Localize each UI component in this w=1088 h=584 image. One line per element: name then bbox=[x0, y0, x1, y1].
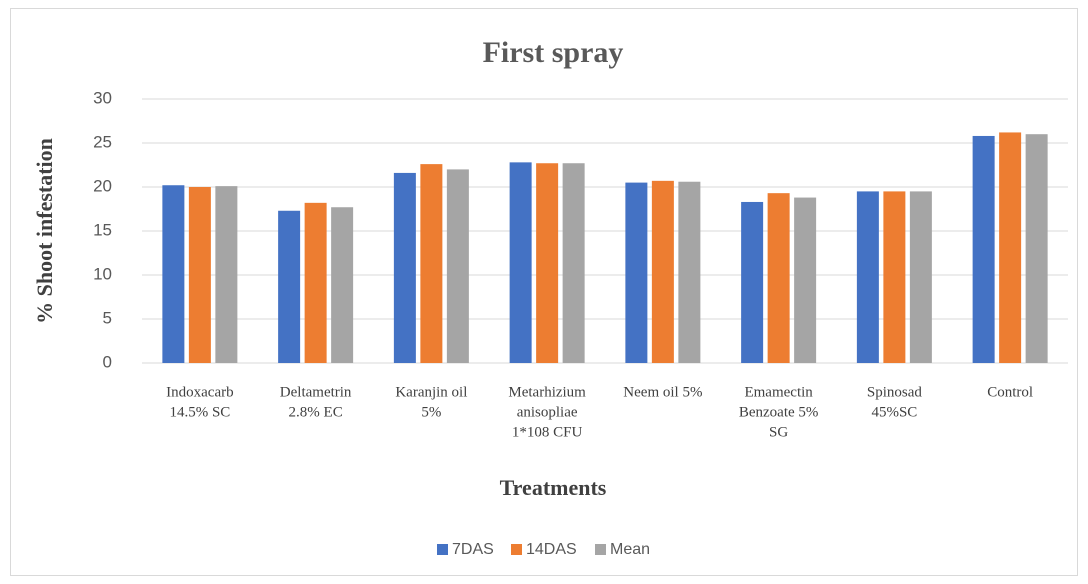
y-tick-label: 20 bbox=[93, 176, 112, 195]
bar bbox=[625, 182, 648, 363]
x-tick-label: SG bbox=[769, 424, 788, 440]
bar bbox=[651, 180, 674, 363]
y-tick-label: 30 bbox=[93, 88, 112, 107]
y-tick-label: 25 bbox=[93, 132, 112, 151]
bar bbox=[393, 172, 416, 363]
x-tick-label: Deltametrin bbox=[280, 384, 352, 400]
bar bbox=[972, 135, 995, 363]
legend-swatch bbox=[437, 544, 448, 555]
x-tick-label: 14.5% SC bbox=[169, 404, 230, 420]
bar bbox=[999, 132, 1022, 363]
legend-label: 14DAS bbox=[526, 541, 577, 558]
x-axis-label: Treatments bbox=[500, 475, 607, 500]
x-tick-label: 1*108 CFU bbox=[512, 424, 583, 440]
bar bbox=[883, 191, 906, 363]
bar bbox=[278, 210, 301, 363]
bar bbox=[420, 164, 443, 363]
bar bbox=[856, 191, 879, 363]
x-tick-label: Benzoate 5% bbox=[739, 404, 819, 420]
legend-label: Mean bbox=[610, 541, 650, 558]
y-tick-label: 10 bbox=[93, 264, 112, 283]
bar bbox=[678, 181, 701, 363]
x-tick-label: Emamectin bbox=[744, 384, 813, 400]
x-tick-label: Metarhizium bbox=[508, 384, 586, 400]
x-tick-label: Neem oil 5% bbox=[623, 384, 702, 400]
bar bbox=[1025, 134, 1048, 363]
y-tick-label: 15 bbox=[93, 220, 112, 239]
bar bbox=[767, 193, 790, 363]
bar bbox=[304, 202, 327, 363]
bar bbox=[562, 163, 585, 363]
y-axis-label: % Shoot infestation bbox=[32, 138, 57, 324]
bar bbox=[162, 185, 185, 363]
legend-swatch bbox=[511, 544, 522, 555]
x-tick-label: Control bbox=[987, 384, 1033, 400]
x-tick-label: 45%SC bbox=[871, 404, 917, 420]
x-tick-label: Karanjin oil bbox=[395, 384, 467, 400]
y-tick-label: 5 bbox=[103, 308, 112, 327]
bar bbox=[794, 197, 817, 363]
bar bbox=[909, 191, 932, 363]
bar bbox=[446, 169, 469, 363]
y-tick-label: 0 bbox=[103, 352, 112, 371]
x-tick-label: 5% bbox=[421, 404, 441, 420]
x-tick-label: anisopliae bbox=[517, 404, 578, 420]
bar bbox=[509, 162, 532, 363]
chart-title: First spray bbox=[483, 36, 624, 69]
bar bbox=[215, 186, 238, 363]
x-tick-label: 2.8% EC bbox=[289, 404, 343, 420]
bar bbox=[188, 187, 211, 363]
bar bbox=[741, 201, 764, 363]
bar bbox=[536, 163, 559, 363]
x-tick-label: Indoxacarb bbox=[166, 384, 233, 400]
legend-swatch bbox=[595, 544, 606, 555]
x-tick-label: Spinosad bbox=[867, 384, 923, 400]
bar bbox=[331, 207, 354, 363]
legend-label: 7DAS bbox=[452, 541, 494, 558]
